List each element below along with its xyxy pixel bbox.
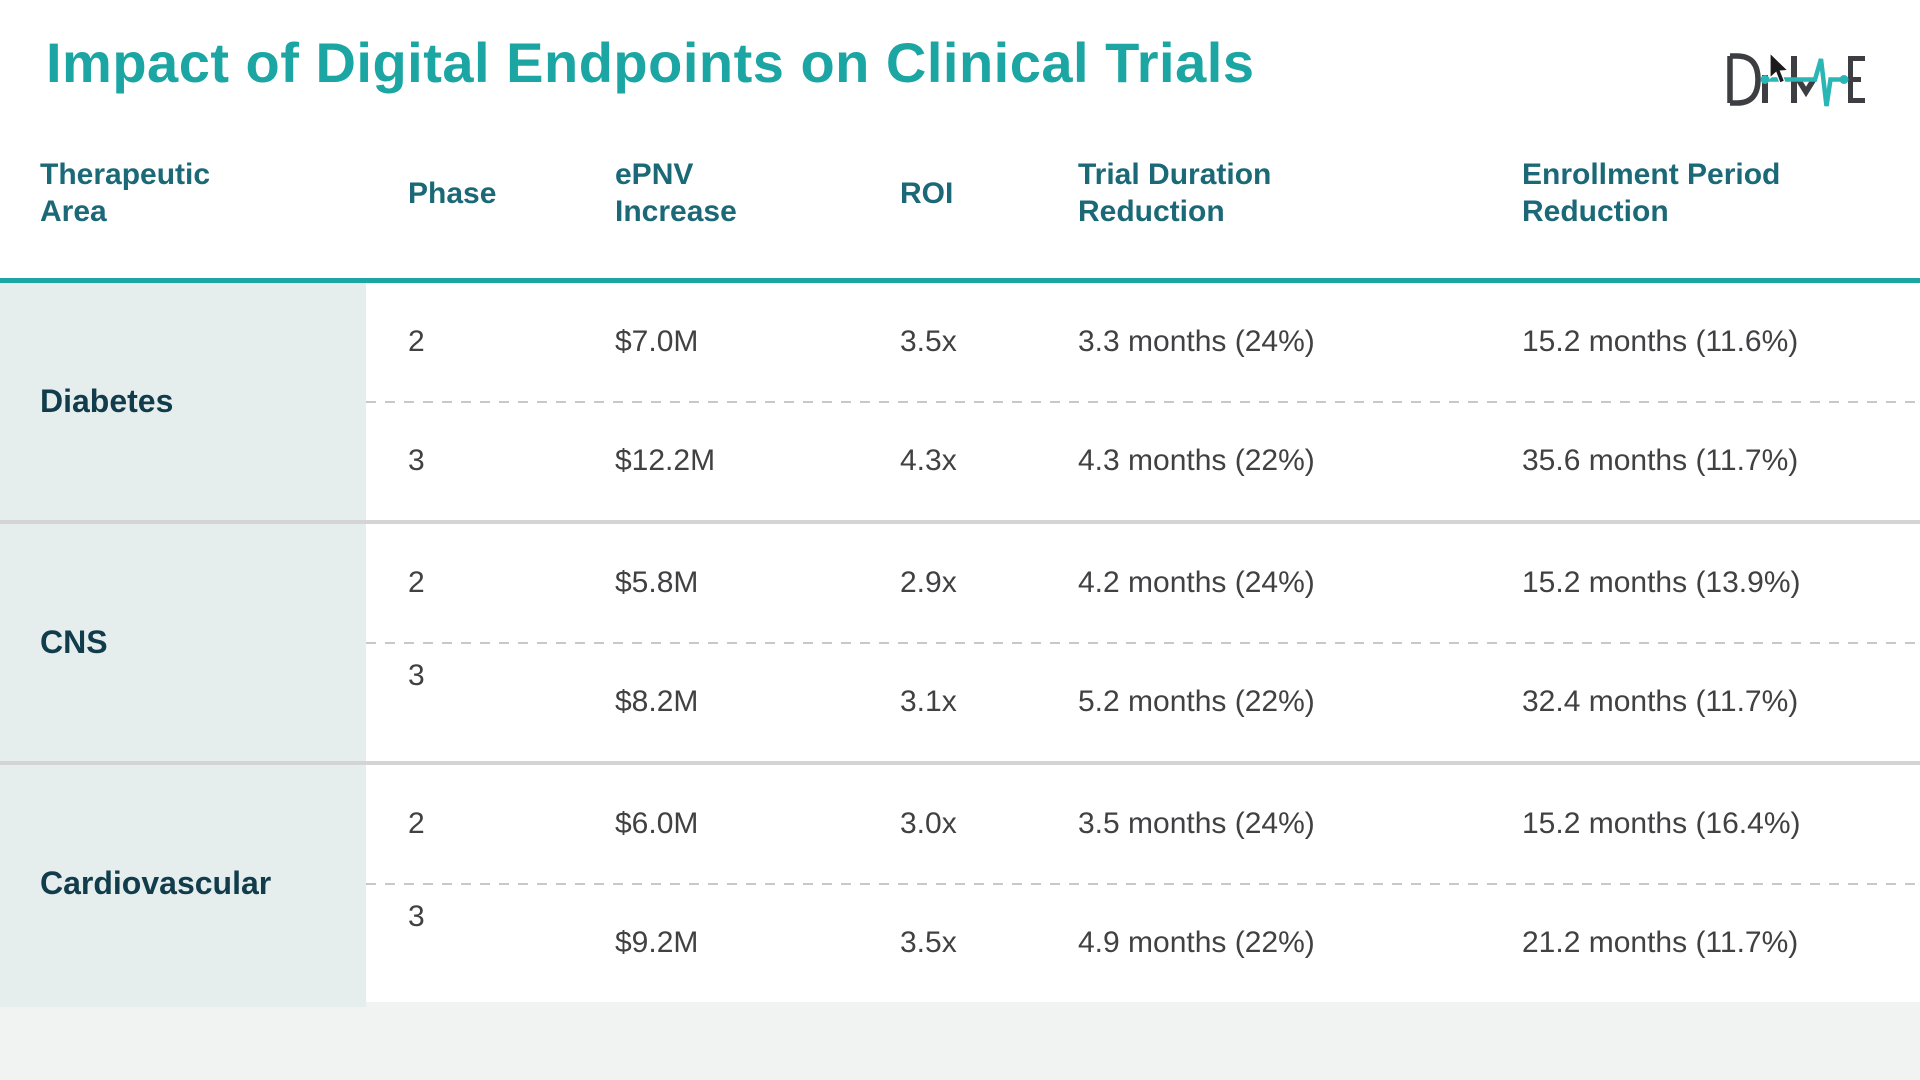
cell-duration: 3.3 months (24%) <box>1078 325 1315 359</box>
table-row: 3 $12.2M 4.3x 4.3 months (22%) 35.6 mont… <box>0 402 1920 521</box>
logo-letter-i <box>1762 75 1768 103</box>
header-trial-duration: Trial Duration Reduction <box>1078 158 1272 228</box>
dime-logo-icon <box>1727 53 1865 107</box>
cell-roi: 3.5x <box>900 925 957 959</box>
table-header-row: Therapeutic Area Phase ePNV Increase ROI… <box>0 138 1920 250</box>
cell-enrollment: 15.2 months (13.9%) <box>1522 566 1801 600</box>
logo-letter-m-v <box>1795 77 1817 98</box>
group-divider <box>0 520 1920 524</box>
cell-epnv: $5.8M <box>615 566 699 600</box>
row-divider-dashed <box>366 400 1920 403</box>
table-body: Diabetes 2 $7.0M 3.5x 3.3 months (24%) 1… <box>0 283 1920 1007</box>
header-phase: Phase <box>408 176 497 210</box>
cell-epnv: $12.2M <box>615 443 716 477</box>
table-row: 3 $9.2M 3.5x 4.9 months (22%) 21.2 month… <box>0 884 1920 1003</box>
logo-letter-e <box>1848 56 1865 103</box>
cell-epnv: $8.2M <box>615 684 699 718</box>
logo-ekg-dot-left <box>1760 75 1770 84</box>
cell-phase: 3 <box>408 658 425 692</box>
cell-roi: 3.5x <box>900 325 957 359</box>
cell-duration: 4.2 months (24%) <box>1078 566 1315 600</box>
cell-enrollment: 21.2 months (11.7%) <box>1522 925 1799 959</box>
area-column-background <box>0 283 366 520</box>
group-diabetes: Diabetes 2 $7.0M 3.5x 3.3 months (24%) 1… <box>0 283 1920 520</box>
header-epnv-increase: ePNV Increase <box>615 158 737 228</box>
header-therapeutic-area: Therapeutic Area <box>40 158 211 228</box>
logo-ekg-line <box>1765 58 1844 107</box>
row-divider-dashed <box>366 882 1920 885</box>
cell-duration: 5.2 months (22%) <box>1078 684 1315 718</box>
cell-phase: 2 <box>408 566 425 600</box>
cell-phase: 2 <box>408 325 425 359</box>
cell-duration: 4.9 months (22%) <box>1078 925 1315 959</box>
header-divider <box>0 278 1920 283</box>
cell-epnv: $9.2M <box>615 925 699 959</box>
cell-roi: 4.3x <box>900 443 957 477</box>
area-column-background <box>0 765 366 1007</box>
cell-roi: 3.1x <box>900 684 957 718</box>
cell-enrollment: 15.2 months (16.4%) <box>1522 807 1801 841</box>
logo-letter-d <box>1727 53 1761 106</box>
header-enrollment-period: Enrollment Period Reduction <box>1522 158 1781 228</box>
cell-phase: 2 <box>408 807 425 841</box>
logo-ekg-dot-right <box>1839 75 1849 84</box>
cell-phase: 3 <box>408 443 425 477</box>
cell-duration: 4.3 months (22%) <box>1078 443 1315 477</box>
mouse-cursor-icon <box>1769 52 1790 84</box>
cell-enrollment: 15.2 months (11.6%) <box>1522 325 1799 359</box>
cell-roi: 3.0x <box>900 807 957 841</box>
table-row: 2 $7.0M 3.5x 3.3 months (24%) 15.2 month… <box>0 283 1920 402</box>
area-label: CNS <box>40 624 108 660</box>
page-title: Impact of Digital Endpoints on Clinical … <box>46 31 1255 94</box>
cell-enrollment: 32.4 months (11.7%) <box>1522 684 1799 718</box>
cell-duration: 3.5 months (24%) <box>1078 807 1315 841</box>
table-row: 2 $6.0M 3.0x 3.5 months (24%) 15.2 month… <box>0 765 1920 884</box>
header-roi: ROI <box>900 176 954 210</box>
footer-strip <box>0 1002 1920 1080</box>
row-divider-dashed <box>366 641 1920 644</box>
group-cardiovascular: Cardiovascular 2 $6.0M 3.0x 3.5 months (… <box>0 765 1920 1007</box>
cell-roi: 2.9x <box>900 566 957 600</box>
cell-phase: 3 <box>408 899 425 933</box>
cell-epnv: $7.0M <box>615 325 699 359</box>
area-label: Cardiovascular <box>40 865 272 901</box>
group-divider <box>0 761 1920 765</box>
table-row: 2 $5.8M 2.9x 4.2 months (24%) 15.2 month… <box>0 524 1920 643</box>
area-label: Diabetes <box>40 383 174 419</box>
group-cns: CNS 2 $5.8M 2.9x 4.2 months (24%) 15.2 m… <box>0 524 1920 761</box>
cell-enrollment: 35.6 months (11.7%) <box>1522 443 1799 477</box>
table-row: 3 $8.2M 3.1x 5.2 months (22%) 32.4 month… <box>0 643 1920 762</box>
area-column-background <box>0 524 366 761</box>
cell-epnv: $6.0M <box>615 807 699 841</box>
